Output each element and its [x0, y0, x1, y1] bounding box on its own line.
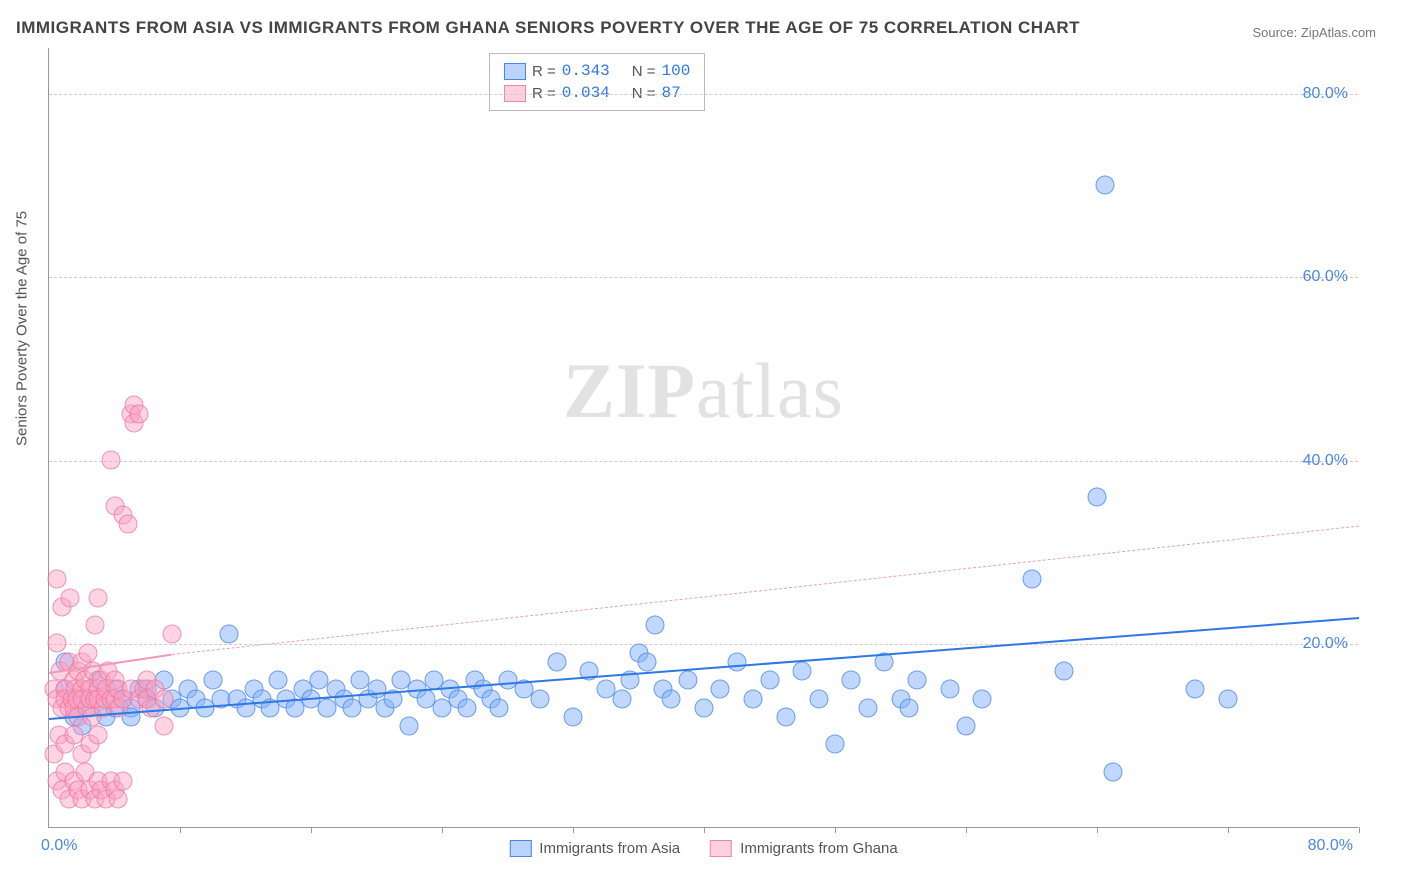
x-tick-mark — [704, 827, 705, 833]
data-point — [85, 616, 104, 635]
legend-row-asia: R = 0.343 N = 100 — [504, 60, 690, 82]
data-point — [113, 772, 132, 791]
data-point — [531, 689, 550, 708]
data-point — [940, 680, 959, 699]
data-point — [1096, 175, 1115, 194]
x-tick-mark — [442, 827, 443, 833]
swatch-pink-icon — [710, 840, 732, 857]
x-max-label: 80.0% — [1308, 837, 1353, 855]
gridline — [49, 461, 1358, 462]
data-point — [79, 643, 98, 662]
data-point — [564, 707, 583, 726]
legend-label: Immigrants from Asia — [539, 840, 680, 857]
gridline — [49, 94, 1358, 95]
data-point — [130, 405, 149, 424]
data-point — [678, 671, 697, 690]
legend-correlation: R = 0.343 N = 100 R = 0.034 N = 87 — [489, 53, 705, 111]
data-point — [744, 689, 763, 708]
x-tick-mark — [835, 827, 836, 833]
data-point — [108, 790, 127, 809]
x-tick-mark — [311, 827, 312, 833]
data-point — [1022, 570, 1041, 589]
data-point — [1104, 762, 1123, 781]
source-label: Source: ZipAtlas.com — [1252, 25, 1376, 40]
data-point — [61, 588, 80, 607]
y-tick-label: 20.0% — [1303, 635, 1348, 653]
data-point — [48, 570, 67, 589]
data-point — [899, 698, 918, 717]
swatch-blue-icon — [509, 840, 531, 857]
data-point — [637, 652, 656, 671]
x-origin-label: 0.0% — [41, 837, 77, 855]
data-point — [220, 625, 239, 644]
legend-series: Immigrants from Asia Immigrants from Gha… — [509, 840, 897, 857]
data-point — [1055, 662, 1074, 681]
y-axis-label: Seniors Poverty Over the Age of 75 — [14, 211, 31, 446]
data-point — [842, 671, 861, 690]
data-point — [102, 450, 121, 469]
data-point — [858, 698, 877, 717]
data-point — [490, 698, 509, 717]
x-tick-mark — [966, 827, 967, 833]
data-point — [203, 671, 222, 690]
data-point — [776, 707, 795, 726]
watermark-bold: ZIP — [563, 347, 696, 434]
data-point — [662, 689, 681, 708]
y-tick-label: 80.0% — [1303, 85, 1348, 103]
gridline — [49, 277, 1358, 278]
data-point — [89, 726, 108, 745]
r-label: R = — [532, 63, 556, 80]
data-point — [711, 680, 730, 699]
data-point — [162, 625, 181, 644]
data-point — [793, 662, 812, 681]
swatch-blue-icon — [504, 63, 526, 80]
data-point — [907, 671, 926, 690]
y-tick-label: 40.0% — [1303, 452, 1348, 470]
n-value: 100 — [662, 62, 691, 80]
trend-line — [172, 525, 1359, 654]
x-tick-mark — [1228, 827, 1229, 833]
data-point — [957, 717, 976, 736]
data-point — [48, 634, 67, 653]
data-point — [154, 689, 173, 708]
chart-title: IMMIGRANTS FROM ASIA VS IMMIGRANTS FROM … — [16, 18, 1080, 38]
data-point — [154, 717, 173, 736]
x-tick-mark — [180, 827, 181, 833]
legend-item-ghana: Immigrants from Ghana — [710, 840, 898, 857]
data-point — [727, 652, 746, 671]
legend-label: Immigrants from Ghana — [740, 840, 898, 857]
data-point — [613, 689, 632, 708]
data-point — [645, 616, 664, 635]
legend-item-asia: Immigrants from Asia — [509, 840, 680, 857]
data-point — [547, 652, 566, 671]
data-point — [760, 671, 779, 690]
data-point — [695, 698, 714, 717]
data-point — [1219, 689, 1238, 708]
data-point — [89, 588, 108, 607]
x-tick-mark — [573, 827, 574, 833]
data-point — [973, 689, 992, 708]
watermark-light: atlas — [696, 347, 844, 434]
data-point — [400, 717, 419, 736]
watermark: ZIPatlas — [563, 346, 844, 436]
y-tick-label: 60.0% — [1303, 268, 1348, 286]
data-point — [1186, 680, 1205, 699]
x-tick-mark — [1097, 827, 1098, 833]
r-value: 0.343 — [562, 62, 610, 80]
data-point — [118, 515, 137, 534]
data-point — [269, 671, 288, 690]
data-point — [1088, 487, 1107, 506]
n-label: N = — [632, 63, 656, 80]
data-point — [457, 698, 476, 717]
chart-plot-area: ZIPatlas R = 0.343 N = 100 R = 0.034 N =… — [48, 48, 1358, 828]
data-point — [809, 689, 828, 708]
x-tick-mark — [1359, 827, 1360, 833]
data-point — [826, 735, 845, 754]
